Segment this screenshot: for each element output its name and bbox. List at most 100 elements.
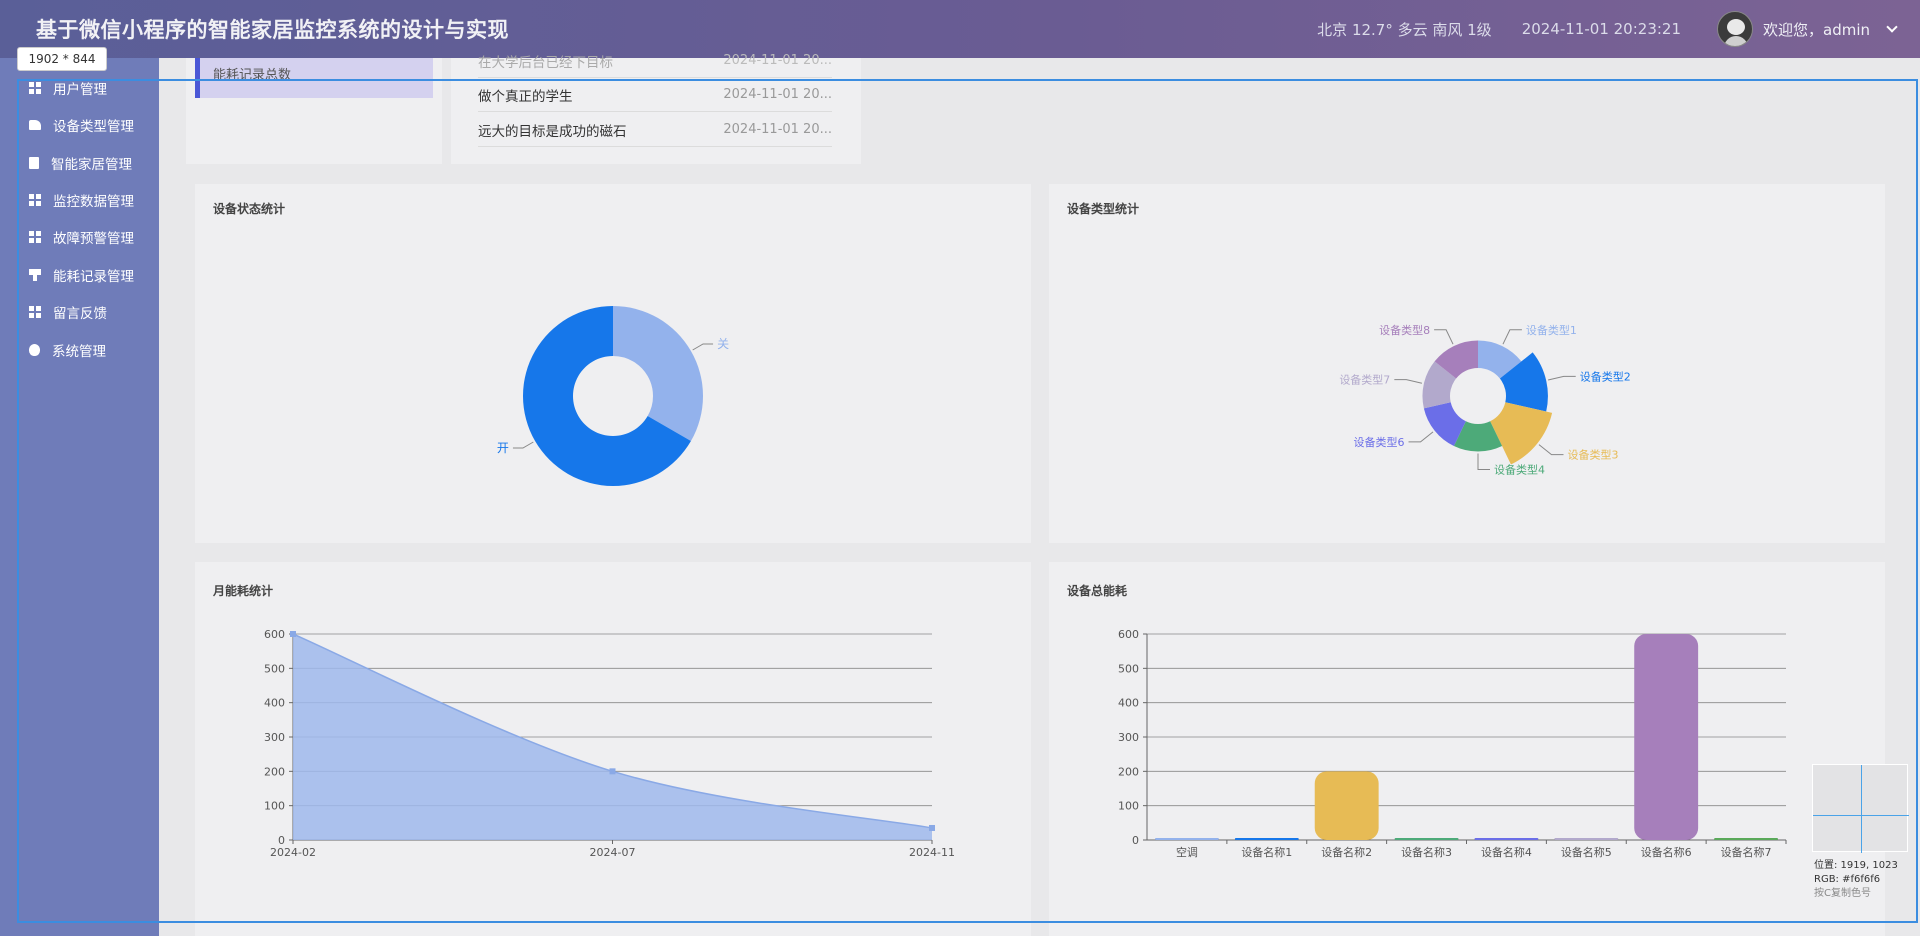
sidebar-item-device-types[interactable]: 设备类型管理	[0, 110, 159, 140]
slice-label: 设备类型7	[1339, 373, 1390, 387]
bar	[1554, 838, 1619, 840]
x-tick-label: 2024-02	[270, 846, 316, 859]
y-tick-label: 400	[1118, 697, 1139, 710]
sidebar-item-label: 用户管理	[53, 82, 107, 98]
sidebar-item-label: 智能家居管理	[51, 157, 132, 173]
news-title: 做个真正的学生	[478, 88, 573, 105]
news-date: 2024-11-01 20...	[723, 87, 832, 102]
pie-slice	[523, 306, 691, 486]
list-item[interactable]: 远大的目标是成功的磁石 2024-11-01 20...	[478, 113, 832, 147]
x-tick-label: 设备名称1	[1241, 845, 1292, 859]
news-date: 2024-11-01 20...	[723, 53, 832, 68]
y-tick-label: 600	[1118, 628, 1139, 641]
sidebar-item-monitoring[interactable]: 监控数据管理	[0, 185, 159, 215]
sidebar-item-users[interactable]: 用户管理	[0, 73, 159, 103]
panel-title: 设备类型统计	[1067, 202, 1140, 216]
y-tick-label: 0	[1132, 834, 1139, 847]
label-line	[692, 343, 714, 351]
list-item[interactable]: 在大学后台已经下目标 2024-11-01 20...	[478, 44, 832, 78]
slice-label: 设备类型1	[1526, 323, 1577, 337]
label-line	[1394, 379, 1423, 384]
weather-info: 北京 12.7° 多云 南风 1级	[1317, 20, 1492, 39]
panel-title: 设备总能耗	[1067, 584, 1128, 598]
list-item[interactable]: 做个真正的学生 2024-11-01 20...	[478, 78, 832, 112]
type-rose-chart: 设备类型1 设备类型2 设备类型3 设备类型4 设备类型6 设备类型7 设备类型8	[1339, 323, 1631, 477]
rose-slice	[1422, 361, 1457, 409]
sidebar-item-label: 设备类型管理	[53, 119, 134, 135]
sidebar-item-energy-records[interactable]: 能耗记录管理	[0, 260, 159, 290]
pie-slice	[613, 306, 703, 441]
slice-label: 设备类型2	[1580, 369, 1631, 383]
x-tick-label: 设备名称3	[1401, 845, 1452, 859]
rose-slice	[1434, 340, 1478, 379]
grid-icon	[29, 194, 41, 206]
welcome-user[interactable]: 欢迎您，admin	[1763, 20, 1870, 39]
app-header: 基于微信小程序的智能家居监控系统的设计与实现 北京 12.7° 多云 南风 1级…	[0, 0, 1920, 58]
magnifier	[1812, 764, 1909, 853]
x-tick-label: 设备名称2	[1321, 845, 1372, 859]
total-energy-panel: 设备总能耗 0 100 200 300 400 500 600 空调 设备名称1 设备名称2 设备名…	[1049, 562, 1885, 936]
label-line	[512, 441, 534, 449]
label-line	[1548, 375, 1576, 381]
slice-label: 设备类型3	[1567, 448, 1618, 462]
sidebar-item-label: 监控数据管理	[53, 194, 134, 210]
stat-card-label: 能耗记录总数	[195, 58, 433, 98]
news-date: 2024-11-01 20...	[723, 122, 832, 137]
rose-slice	[1490, 402, 1553, 465]
sidebar-item-fault-alert[interactable]: 故障预警管理	[0, 222, 159, 252]
cursor-rgb: RGB: #f6f6f6	[1814, 874, 1881, 885]
label-line	[1502, 329, 1522, 345]
app-title: 基于微信小程序的智能家居监控系统的设计与实现	[36, 18, 509, 42]
rose-slice	[1423, 402, 1466, 447]
y-tick-label: 100	[1118, 800, 1139, 813]
data-point	[609, 768, 616, 775]
device-type-panel: 设备类型统计 设备类型1 设备类型2 设备类型3 设备类型4 设备类型6 设备类型7 设备类…	[1049, 184, 1885, 543]
bar	[1234, 838, 1299, 840]
sidebar-item-system[interactable]: 系统管理	[0, 335, 159, 365]
status-donut-chart: 关开	[497, 306, 729, 486]
y-tick-label: 300	[264, 731, 285, 744]
copy-hint: 按C复制色号	[1814, 888, 1871, 899]
y-tick-label: 500	[1118, 662, 1139, 675]
panel-title: 设备状态统计	[213, 202, 286, 216]
y-tick-label: 500	[264, 662, 285, 675]
clipboard-icon	[29, 157, 39, 169]
y-tick-label: 100	[264, 800, 285, 813]
rose-slice	[1478, 340, 1522, 379]
grid-icon	[29, 306, 41, 318]
cursor-position: 位置: 1919, 1023	[1814, 860, 1898, 871]
header-right: 北京 12.7° 多云 南风 1级 2024-11-01 20:23:21 欢迎…	[1317, 0, 1898, 58]
area-fill	[293, 634, 932, 840]
sidebar-item-label: 故障预警管理	[53, 231, 134, 247]
total-bar-chart: 0 100 200 300 400 500 600 空调 设备名称1 设备名称2 设备名称3 设备名称…	[1118, 628, 1787, 859]
bar	[1714, 837, 1779, 840]
x-tick-label: 2024-07	[590, 846, 636, 859]
y-tick-label: 400	[264, 697, 285, 710]
rose-slice	[1499, 352, 1548, 412]
data-point	[929, 824, 935, 831]
y-tick-label: 0	[278, 834, 285, 847]
x-tick-label: 设备名称4	[1481, 845, 1532, 859]
label-line	[1477, 453, 1490, 471]
device-status-panel: 设备状态统计 关开	[195, 184, 1031, 543]
y-tick-label: 300	[1118, 731, 1139, 744]
x-tick-label: 设备名称7	[1721, 845, 1772, 859]
sidebar-item-label: 留言反馈	[53, 306, 107, 322]
slice-label: 设备类型4	[1494, 463, 1545, 477]
grid-icon	[29, 231, 41, 243]
monthly-area-chart: 0 100 200 300 400 500 600 2024-02 2024-07 2024-11	[264, 628, 955, 859]
label-line	[1538, 444, 1564, 456]
sidebar-item-feedback[interactable]: 留言反馈	[0, 297, 159, 327]
avatar[interactable]	[1717, 11, 1753, 47]
panel-title: 月能耗统计	[213, 584, 274, 598]
thumb-icon	[29, 120, 41, 130]
bar	[1154, 838, 1219, 840]
slice-label: 设备类型8	[1379, 323, 1430, 337]
bulb-icon	[29, 344, 40, 356]
size-badge: 1902 * 844	[17, 47, 107, 71]
sidebar-item-smart-home[interactable]: 智能家居管理	[0, 148, 159, 178]
grid-icon	[29, 82, 41, 94]
chevron-down-icon[interactable]	[1886, 21, 1898, 33]
news-title: 远大的目标是成功的磁石	[478, 123, 627, 140]
data-point	[290, 631, 296, 637]
